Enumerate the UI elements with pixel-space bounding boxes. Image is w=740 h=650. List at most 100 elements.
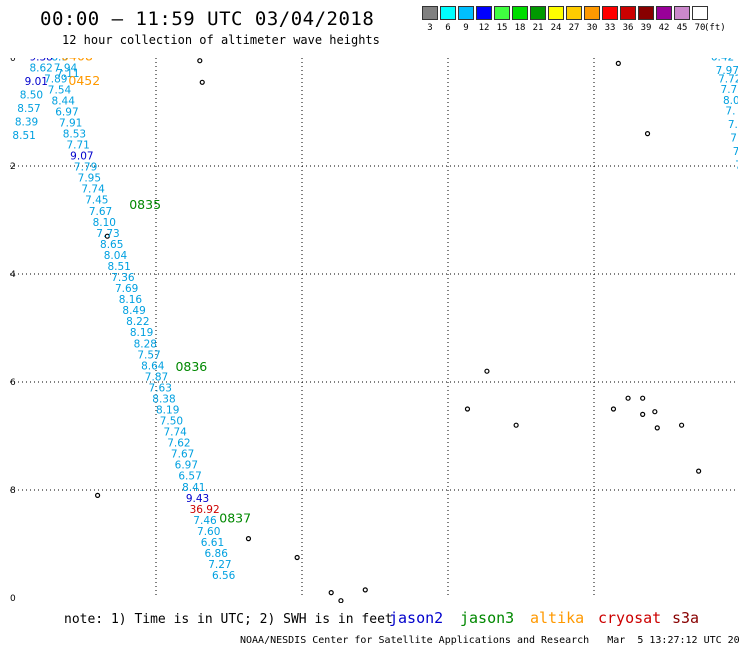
wave-height-value: 8.38	[152, 393, 175, 405]
wave-height-value: 8.49	[122, 305, 145, 317]
pass-time-label: 0452	[68, 73, 100, 88]
island-outline	[294, 554, 300, 561]
wave-height-value: 8.62	[29, 63, 52, 75]
wave-height-value: 8.22	[126, 316, 149, 328]
wave-height-value: 7.73	[96, 228, 119, 240]
wave-height-value: 7.79	[74, 162, 97, 174]
island-outline	[610, 406, 617, 412]
island-outline	[197, 58, 203, 64]
wave-height-value: 7.54	[48, 84, 72, 96]
credit-text: NOAA/NESDIS Center for Satellite Applica…	[240, 635, 740, 646]
wave-height-value: 9.43	[186, 493, 209, 505]
wave-height-value: 6.86	[205, 548, 229, 560]
colorbar-swatch	[584, 6, 600, 20]
wave-height-value: 7.	[730, 133, 738, 145]
wave-height-value: 8.41	[182, 482, 205, 494]
wave-height-value: 6.56	[212, 570, 236, 582]
wave-height-value: 9.01	[25, 76, 48, 88]
wave-height-value: 8.39	[15, 117, 38, 129]
wave-height-value: 6.57	[178, 471, 201, 483]
wave-height-value: 7.72	[718, 73, 738, 85]
map-subtitle: 12 hour collection of altimeter wave hei…	[62, 33, 380, 47]
colorbar-swatch	[620, 6, 636, 20]
wave-height-value: 7.	[733, 146, 738, 158]
island-outline	[328, 589, 334, 596]
y-tick-label: -10	[10, 58, 16, 64]
wave-height-value: 7.57	[137, 349, 160, 361]
colorbar-swatch	[602, 6, 618, 20]
colorbar-label: 6	[445, 23, 451, 33]
wave-height-value: 6.97	[55, 106, 78, 118]
pass-time-label: 0836	[175, 359, 207, 374]
wave-height-value: 9.38	[29, 58, 52, 64]
colorbar-swatch	[494, 6, 510, 20]
wave-height-value: 9.07	[70, 151, 93, 163]
colorbar-label: 42	[658, 23, 670, 33]
wave-height-value: 8.57	[17, 103, 40, 115]
y-tick-label: -12	[10, 162, 16, 172]
colorbar-label: 12	[478, 23, 490, 33]
wave-height-value: 7.87	[145, 371, 168, 383]
wave-height-value: 7.94	[54, 63, 78, 75]
y-tick-label: -14	[10, 270, 16, 280]
wave-height-value: 7.97	[716, 65, 738, 77]
wave-height-value: 7.95	[78, 173, 101, 185]
legend-jason3: jason3	[460, 609, 515, 627]
island-outline	[652, 409, 658, 415]
wave-height-value: 7.62	[167, 438, 190, 450]
wave-height-value: 6.97	[175, 460, 198, 472]
altimeter-map: -10-12-14-16-18-20-165-162-159-156-153-1…	[10, 58, 738, 603]
colorbar-label: 30	[586, 23, 598, 33]
colorbar-label: 33	[604, 23, 616, 33]
colorbar-swatch	[692, 6, 708, 20]
pass-time-label: 0408	[61, 58, 93, 64]
wave-height-value: 8.16	[119, 294, 143, 306]
island-outline	[484, 368, 490, 374]
colorbar-swatch	[548, 6, 564, 20]
wave-height-value: 7.11	[56, 68, 79, 80]
wave-height-value: 7.27	[208, 559, 231, 571]
colorbar-swatch	[458, 6, 474, 20]
colorbar-swatch	[638, 6, 654, 20]
island-outline	[696, 468, 702, 474]
y-tick-label: -16	[10, 378, 16, 388]
wave-height-value: 7.67	[89, 206, 112, 218]
island-outline	[615, 60, 621, 67]
colorbar-label: 70	[694, 23, 706, 33]
wave-height-value: 7.46	[193, 515, 217, 527]
island-outline	[640, 411, 646, 417]
pass-time-label: 0834	[83, 58, 115, 61]
wave-height-value: 6.61	[201, 537, 224, 549]
island-outline	[245, 536, 252, 542]
island-outline	[362, 587, 368, 593]
colorbar-unit: (ft)	[704, 23, 726, 33]
colorbar-label: 45	[676, 23, 688, 33]
colorbar-swatch	[476, 6, 492, 20]
wave-height-value: 8.53	[63, 129, 86, 141]
pass-time-label: 0837	[219, 510, 251, 525]
legend-s3a: s3a	[672, 609, 700, 627]
map-title: 00:00 – 11:59 UTC 03/04/2018	[40, 8, 375, 30]
colorbar-swatch	[656, 6, 672, 20]
colorbar-swatch	[674, 6, 690, 20]
y-tick-label: -18	[10, 486, 16, 496]
island-outline	[513, 422, 519, 428]
colorbar-label: 27	[568, 23, 580, 33]
colorbar-swatch	[530, 6, 546, 20]
legend-cryosat: cryosat	[598, 609, 662, 627]
wave-height-value: 7.63	[149, 382, 172, 394]
island-outline	[644, 130, 651, 137]
colorbar-swatch	[566, 6, 582, 20]
island-outline	[104, 233, 110, 239]
wave-height-value: 7	[735, 160, 738, 172]
colorbar-label: 21	[532, 23, 544, 33]
wave-height-value: 8.65	[100, 239, 123, 251]
colorbar-label: 36	[622, 23, 634, 33]
island-outline	[625, 395, 631, 401]
wave-height-value: 8.51	[12, 130, 35, 142]
island-outline	[338, 598, 344, 603]
colorbar-label: 39	[640, 23, 652, 33]
wave-height-value: 7.	[725, 106, 735, 118]
wave-height-value: 8.19	[156, 405, 179, 417]
wave-height-value: 8.19	[130, 327, 153, 339]
